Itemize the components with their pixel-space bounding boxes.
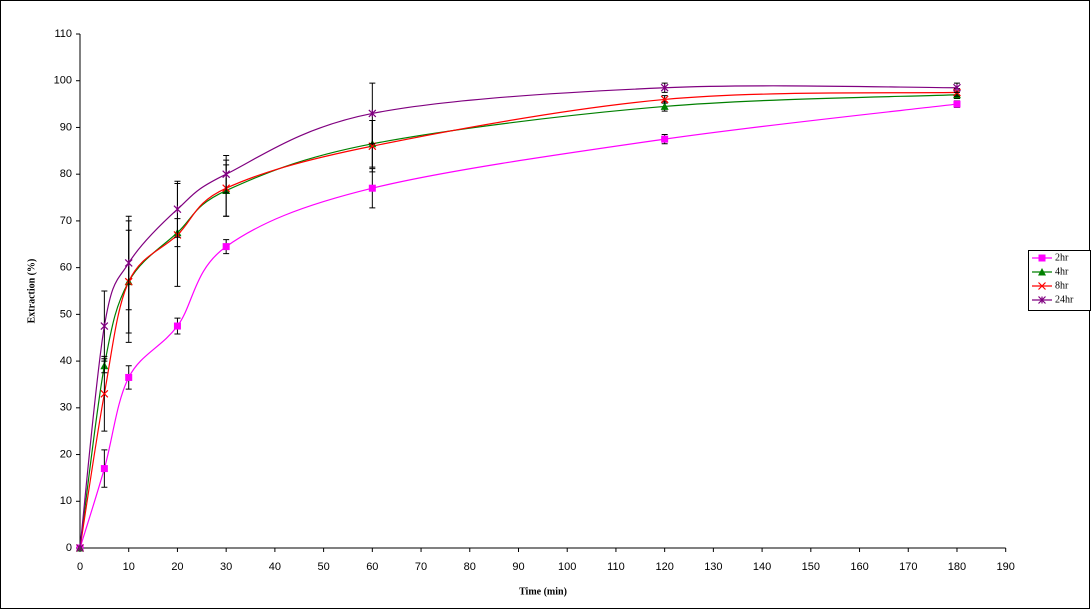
marker — [1038, 282, 1046, 290]
marker — [76, 544, 84, 552]
x-tick-label: 90 — [512, 561, 524, 573]
legend-label: 24hr — [1055, 294, 1074, 305]
y-tick-label: 80 — [60, 168, 72, 180]
legend-label: 8hr — [1055, 280, 1069, 291]
y-tick-label: 40 — [60, 355, 72, 367]
y-tick-label: 50 — [60, 308, 72, 320]
x-tick-label: 70 — [415, 561, 427, 573]
marker — [100, 465, 108, 473]
x-tick-label: 50 — [317, 561, 329, 573]
x-tick-label: 120 — [655, 561, 673, 573]
marker — [125, 373, 133, 381]
x-tick-label: 80 — [464, 561, 476, 573]
marker — [100, 322, 109, 330]
y-tick-label: 10 — [60, 495, 72, 507]
x-tick-label: 40 — [269, 561, 281, 573]
y-tick-label: 30 — [60, 402, 72, 414]
x-tick-label: 160 — [850, 561, 868, 573]
legend-label: 2hr — [1055, 252, 1069, 263]
series-line — [79, 91, 957, 549]
x-tick-label: 180 — [948, 561, 966, 573]
x-tick-label: 20 — [171, 561, 183, 573]
marker — [1038, 268, 1046, 276]
y-tick-label: 60 — [60, 262, 72, 274]
x-tick-label: 30 — [220, 561, 232, 573]
marker — [222, 170, 231, 179]
x-tick-label: 10 — [123, 561, 135, 573]
marker — [660, 83, 669, 92]
series-line — [79, 94, 958, 549]
y-tick-label: 70 — [60, 215, 72, 227]
marker — [124, 259, 133, 267]
marker — [953, 83, 961, 92]
y-tick-label: 20 — [60, 448, 72, 460]
x-tick-label: 0 — [77, 561, 83, 573]
x-tick-label: 130 — [704, 561, 722, 573]
marker — [173, 205, 182, 214]
series-line — [79, 103, 958, 549]
marker — [660, 102, 669, 110]
marker — [953, 100, 961, 108]
y-tick-label: 100 — [54, 75, 72, 87]
marker — [173, 322, 181, 330]
marker — [660, 95, 669, 104]
x-tick-label: 150 — [802, 561, 820, 573]
y-axis-label: Extraction (%) — [26, 259, 37, 324]
marker — [1038, 296, 1046, 304]
x-tick-label: 190 — [997, 561, 1015, 573]
x-tick-label: 60 — [366, 561, 378, 573]
marker — [661, 135, 669, 143]
x-tick-label: 100 — [558, 561, 576, 573]
legend-label: 4hr — [1055, 266, 1069, 277]
marker — [368, 109, 377, 118]
x-tick-label: 110 — [607, 561, 625, 573]
x-tick-label: 140 — [753, 561, 771, 573]
x-tick-label: 170 — [899, 561, 917, 573]
marker — [100, 389, 109, 398]
y-tick-label: 0 — [66, 542, 72, 554]
y-tick-label: 90 — [60, 121, 72, 133]
marker — [368, 184, 376, 192]
x-axis-label: Time (min) — [519, 586, 567, 597]
marker — [222, 243, 230, 251]
marker — [1038, 254, 1046, 262]
y-tick-label: 110 — [54, 28, 72, 40]
